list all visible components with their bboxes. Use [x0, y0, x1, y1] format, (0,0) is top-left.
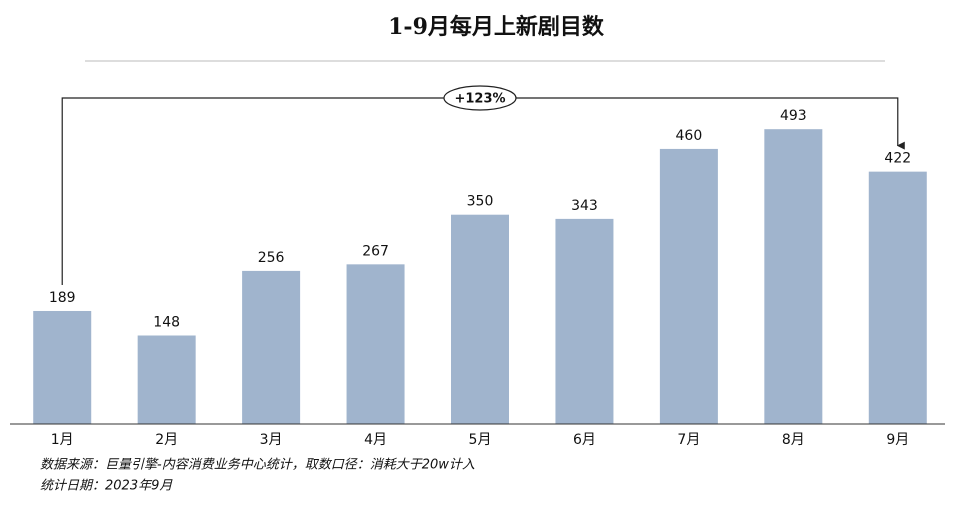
value-label: 460 [676, 128, 703, 144]
bar [346, 264, 405, 424]
bar [868, 171, 927, 424]
bar [137, 335, 196, 424]
x-tick-label: 2月 [155, 432, 178, 448]
x-tick-label: 5月 [469, 432, 492, 448]
bar [242, 270, 301, 424]
value-label: 148 [153, 314, 180, 330]
x-tick-label: 8月 [782, 432, 805, 448]
bar [764, 129, 823, 424]
x-tick-label: 1月 [51, 432, 74, 448]
growth-badge [443, 85, 517, 111]
value-label: 422 [884, 151, 911, 167]
growth-label: +123% [454, 92, 505, 107]
chart-title: 1-9月每月上新剧目数 [388, 14, 605, 40]
x-tick-label: 3月 [260, 432, 283, 448]
value-label: 350 [467, 194, 494, 210]
date-note: 统计日期：2023年9月 [40, 479, 173, 494]
bar [659, 148, 718, 425]
bar [451, 214, 509, 424]
value-label: 343 [571, 198, 598, 214]
value-label: 267 [362, 243, 389, 259]
bar [555, 218, 614, 424]
value-label: 493 [780, 108, 807, 124]
source-note: 数据来源：巨量引擎-内容消费业务中心统计，取数口径：消耗大于20w计入 [40, 457, 475, 473]
x-tick-label: 6月 [573, 432, 596, 448]
x-tick-label: 9月 [886, 432, 909, 448]
bar [33, 310, 92, 424]
x-tick-label: 7月 [677, 432, 700, 448]
value-label: 256 [258, 250, 285, 266]
value-label: 189 [49, 290, 76, 306]
x-tick-label: 4月 [364, 432, 387, 448]
